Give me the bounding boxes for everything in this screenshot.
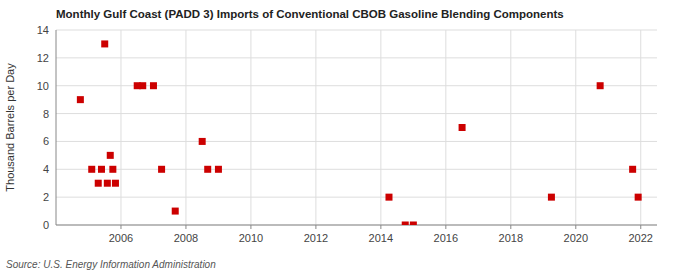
y-tick-label: 6 bbox=[43, 135, 49, 147]
y-grid-line bbox=[56, 169, 657, 170]
y-grid-line bbox=[56, 197, 657, 198]
y-tick-label: 10 bbox=[37, 80, 49, 92]
x-tick bbox=[575, 225, 576, 229]
annotation: Source: U.S. Energy Information Administ… bbox=[6, 259, 216, 270]
x-tick-label: 2008 bbox=[174, 232, 198, 244]
x-grid-line bbox=[510, 30, 511, 225]
point bbox=[112, 180, 119, 187]
x-tick-label: 2014 bbox=[369, 232, 393, 244]
point bbox=[77, 96, 84, 103]
x-tick bbox=[510, 225, 511, 229]
y-axis-line bbox=[56, 30, 57, 225]
x-tick bbox=[250, 225, 251, 229]
y-tick-label: 2 bbox=[43, 191, 49, 203]
point bbox=[95, 180, 102, 187]
x-grid-line bbox=[120, 30, 121, 225]
point bbox=[150, 82, 157, 89]
point bbox=[158, 166, 165, 173]
point bbox=[104, 180, 111, 187]
y-grid-line bbox=[56, 113, 657, 114]
point bbox=[172, 208, 179, 215]
y-axis-label: Thousand Barrels per Day bbox=[4, 63, 16, 192]
y-grid-line bbox=[56, 57, 657, 58]
y-grid-line bbox=[56, 141, 657, 142]
y-tick-label: 0 bbox=[43, 219, 49, 231]
y-tick-label: 12 bbox=[37, 52, 49, 64]
x-tick bbox=[120, 225, 121, 229]
point bbox=[629, 166, 636, 173]
points bbox=[77, 40, 642, 225]
y-tick-label: 4 bbox=[43, 163, 49, 175]
point bbox=[98, 166, 105, 173]
point bbox=[385, 194, 392, 201]
x-tick-label: 2006 bbox=[109, 232, 133, 244]
y-tick-label: 14 bbox=[37, 24, 49, 36]
x-tick-label: 2020 bbox=[564, 232, 588, 244]
x-grid-line bbox=[185, 30, 186, 225]
point bbox=[402, 222, 409, 226]
point bbox=[109, 166, 116, 173]
x-tick bbox=[380, 225, 381, 229]
point bbox=[88, 166, 95, 173]
x-grid-line bbox=[575, 30, 576, 225]
point bbox=[215, 166, 222, 173]
x-tick bbox=[315, 225, 316, 229]
x-grid-line bbox=[445, 30, 446, 225]
x-grid-line bbox=[315, 30, 316, 225]
point bbox=[410, 222, 417, 226]
x-tick-label: 2018 bbox=[499, 232, 523, 244]
y-grid-line bbox=[56, 30, 657, 31]
x-tick-label: 2016 bbox=[434, 232, 458, 244]
y-tick-label: 8 bbox=[43, 108, 49, 120]
point bbox=[139, 82, 146, 89]
point bbox=[459, 124, 466, 131]
chart: Monthly Gulf Coast (PADD 3) Imports of C… bbox=[0, 0, 675, 275]
point bbox=[548, 194, 555, 201]
x-tick bbox=[640, 225, 641, 229]
point bbox=[101, 40, 108, 47]
x-axis-line bbox=[56, 225, 657, 226]
grid bbox=[56, 30, 657, 225]
x-grid-line bbox=[250, 30, 251, 225]
x-tick bbox=[445, 225, 446, 229]
point bbox=[204, 166, 211, 173]
x-tick-label: 2022 bbox=[629, 232, 653, 244]
y-grid-line bbox=[56, 225, 657, 226]
x-grid-line bbox=[380, 30, 381, 225]
point bbox=[597, 82, 604, 89]
x-tick-label: 2012 bbox=[304, 232, 328, 244]
point bbox=[107, 152, 114, 159]
point bbox=[635, 194, 642, 201]
title: Monthly Gulf Coast (PADD 3) Imports of C… bbox=[56, 8, 564, 20]
x-tick bbox=[185, 225, 186, 229]
point bbox=[199, 138, 206, 145]
x-tick-label: 2010 bbox=[239, 232, 263, 244]
